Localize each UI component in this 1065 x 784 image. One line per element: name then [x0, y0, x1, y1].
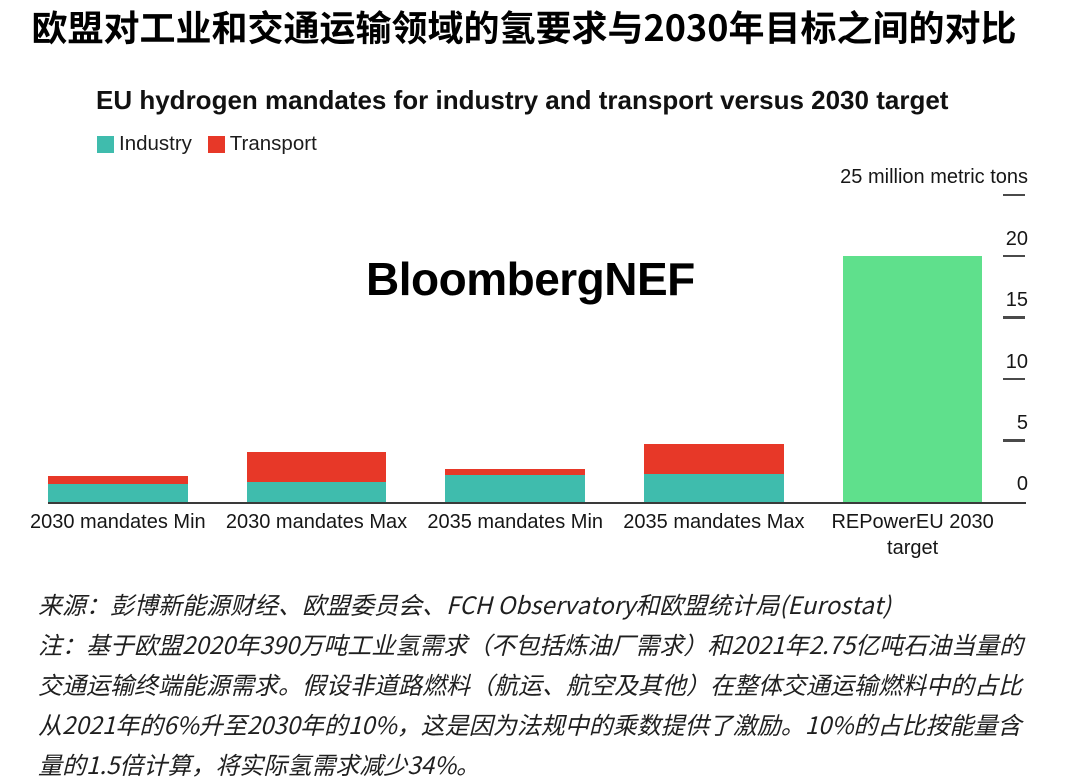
- footer-notes: 来源：彭博新能源财经、欧盟委员会、FCH Observatory和欧盟统计局(E…: [38, 584, 1023, 784]
- watermark-bloombergnef: BloombergNEF: [366, 252, 695, 305]
- footer-note-line: 量的1.5倍计算，将实际氢需求减少34%。: [38, 746, 481, 781]
- y-tick-mark-10: [1003, 377, 1025, 381]
- bar-segment-industry-3: [644, 473, 784, 502]
- legend-label-industry: Industry: [119, 132, 192, 155]
- x-axis-label-1: 2030 mandates Max: [225, 510, 408, 533]
- x-axis-label-3: 2035 mandates Max: [623, 510, 805, 533]
- footer-note-line: 注：基于欧盟2020年390万吨工业氢需求（不包括炼油厂需求）和2021年2.7…: [38, 626, 1024, 661]
- legend-swatch-industry: [97, 135, 114, 153]
- y-tick-mark-25: [1003, 193, 1025, 196]
- x-axis-label-2: 2035 mandates Min: [427, 510, 604, 533]
- y-tick-label-15: 15: [1005, 289, 1028, 312]
- y-tick-mark-20: [1003, 255, 1025, 258]
- x-axis-line: [48, 501, 1026, 505]
- footer-source-line: 来源：彭博新能源财经、欧盟委员会、FCH Observatory和欧盟统计局(E…: [38, 586, 891, 621]
- legend-label-transport: Transport: [229, 132, 317, 155]
- y-tick-mark-15: [1003, 316, 1025, 319]
- bar-segment-transport-3: [644, 444, 784, 474]
- page-title: 欧盟对工业和交通运输领域的氢要求与2030年目标之间的对比: [31, 0, 1017, 52]
- bar-segment-transport-2: [445, 468, 585, 475]
- footer-note-line: 交通运输终端能源需求。假设非道路燃料（航运、航空及其他）在整体交通运输燃料中的占…: [38, 666, 1022, 701]
- x-axis-label-0: 2030 mandates Min: [29, 510, 206, 533]
- bar-segment-industry-0: [48, 483, 188, 502]
- y-tick-mark-5: [1003, 439, 1025, 442]
- y-tick-label-5: 5: [1016, 411, 1028, 434]
- y-tick-label-10: 10: [1005, 350, 1028, 373]
- bar-segment-transport-0: [48, 476, 188, 484]
- y-tick-label-25: 25 million metric tons: [840, 166, 1028, 189]
- bar-segment-industry-2: [445, 474, 585, 502]
- chart-title: EU hydrogen mandates for industry and tr…: [96, 85, 949, 116]
- x-axis-label-4: REPowerEU 2030 target: [831, 510, 994, 559]
- bar-segment-transport-1: [246, 451, 387, 483]
- footer-note-line: 从2021年的6%升至2030年的10%，这是因为法规中的乘数提供了激励。10%…: [38, 706, 1022, 741]
- legend-swatch-transport: [207, 135, 225, 153]
- y-tick-label-20: 20: [1005, 227, 1028, 250]
- bar-segment-industry-1: [246, 482, 387, 502]
- bar-segment-repowereu-2030-target-4: [842, 256, 983, 502]
- y-tick-label-0: 0: [1016, 473, 1028, 496]
